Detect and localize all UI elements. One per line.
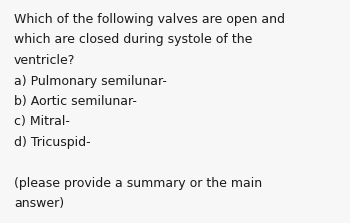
Text: (please provide a summary or the main: (please provide a summary or the main bbox=[14, 177, 262, 190]
Text: c) Mitral-: c) Mitral- bbox=[14, 116, 70, 128]
Text: answer): answer) bbox=[14, 198, 64, 211]
Text: d) Tricuspid-: d) Tricuspid- bbox=[14, 136, 91, 149]
Text: Which of the following valves are open and: Which of the following valves are open a… bbox=[14, 13, 285, 26]
Text: ventricle?: ventricle? bbox=[14, 54, 75, 67]
Text: which are closed during systole of the: which are closed during systole of the bbox=[14, 33, 252, 47]
Text: b) Aortic semilunar-: b) Aortic semilunar- bbox=[14, 95, 137, 108]
Text: a) Pulmonary semilunar-: a) Pulmonary semilunar- bbox=[14, 74, 167, 87]
